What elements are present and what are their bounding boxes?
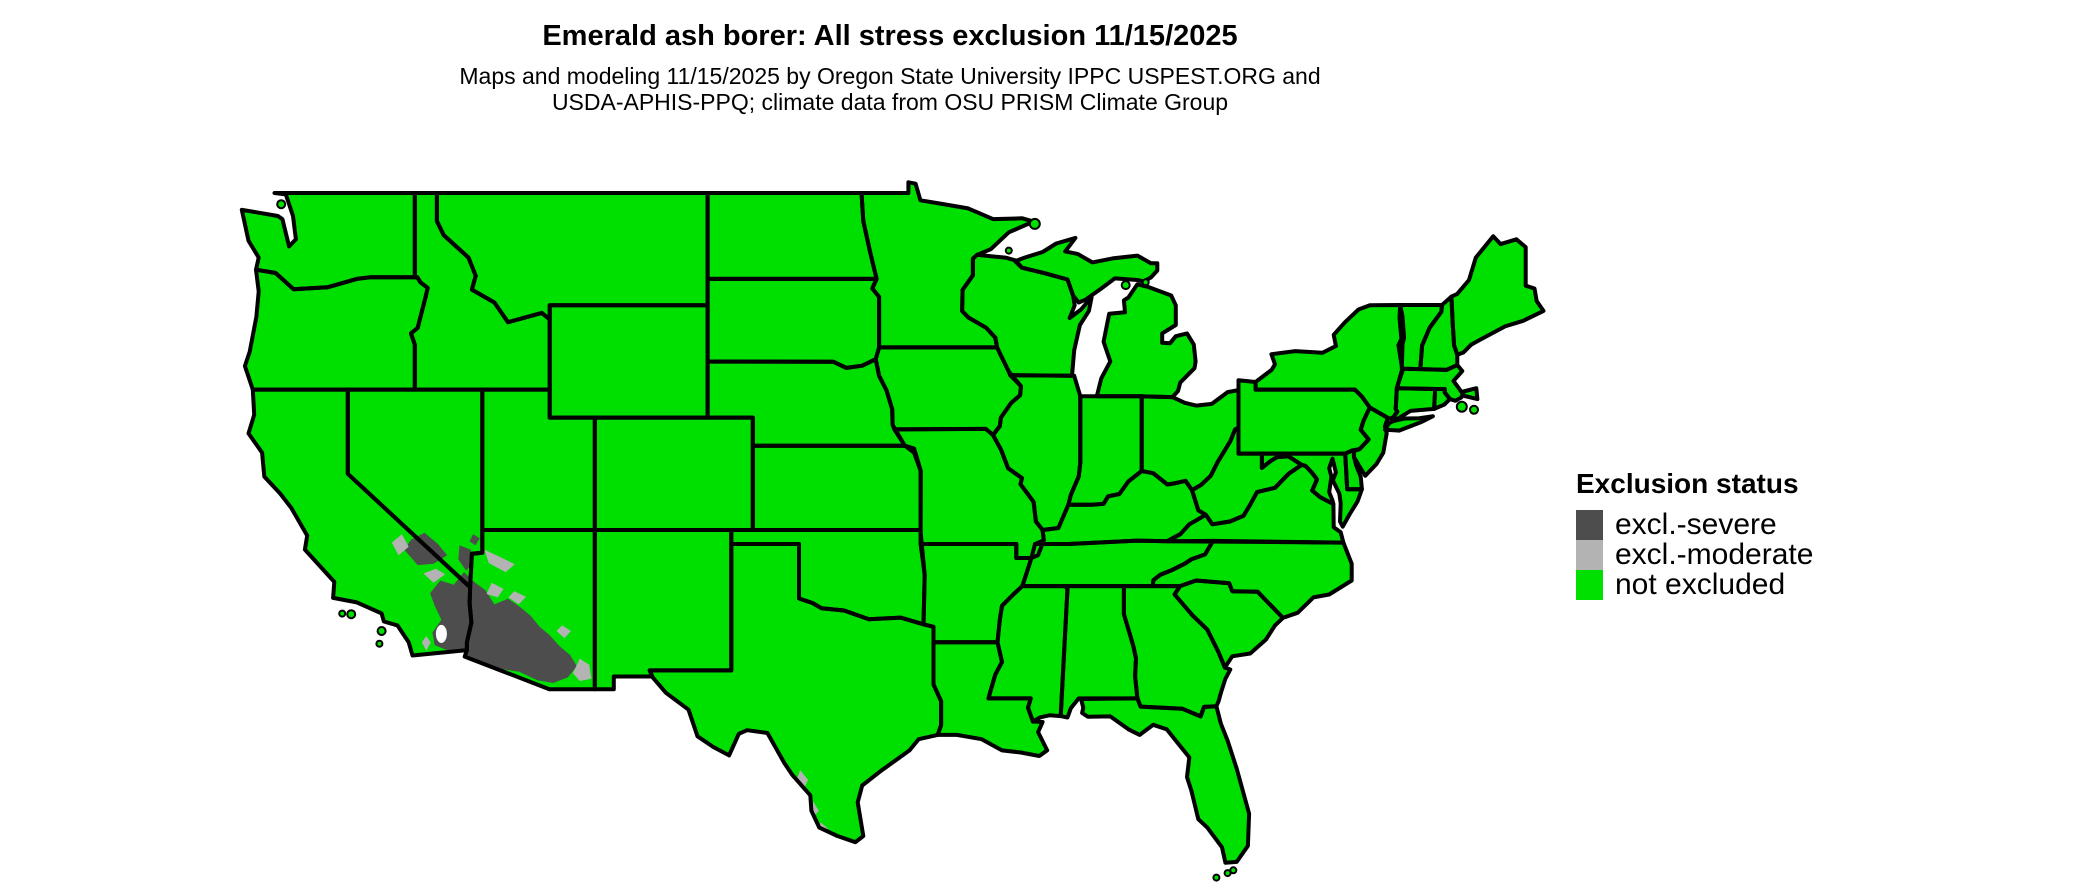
legend-item-severe: excl.-severe [1576,510,1813,540]
exclusion-moderate-region [484,549,515,573]
state-co [594,417,753,530]
state-wi [962,254,1092,376]
state-wv [1192,427,1302,525]
exclusion-moderate-region [423,568,446,583]
legend-label-not-excluded: not excluded [1615,568,1786,601]
islands [276,199,1479,882]
state-borders [239,180,1546,865]
legend-item-not-excluded: not excluded [1576,570,1813,600]
state-wa [241,193,415,290]
island [1469,404,1479,415]
legend-item-moderate: excl.-moderate [1576,540,1813,570]
state-ut [482,389,595,530]
page-subtitle: Maps and modeling 11/15/2025 by Oregon S… [290,63,1490,115]
exclusion-moderate-region [572,658,592,681]
state-id [411,193,550,390]
island [1120,280,1131,291]
state-ny [1255,305,1403,419]
state-ga [1123,586,1231,717]
exclusion-moderate-region [556,625,572,639]
legend: Exclusion status excl.-severe excl.-mode… [1576,468,1813,600]
exclusion-moderate-region [486,582,504,598]
state-pa [1238,380,1370,454]
state-ky [1035,471,1206,544]
state-ms [988,586,1068,722]
state-sc [1174,580,1283,668]
salton-sea [435,624,447,643]
state-tn [1022,540,1213,587]
state-in [1068,396,1142,505]
page-title: Emerald ash borer: All stress exclusion … [542,20,1238,52]
state-mo [894,428,1044,558]
state-nc [1152,540,1352,618]
state-ks [752,445,921,530]
exclusion-moderate-region [796,770,808,791]
island [338,609,347,618]
island [1455,400,1468,413]
island [1004,246,1013,255]
legend-title: Exclusion status [1576,468,1799,499]
legend-swatch-moderate [1576,540,1603,570]
state-fl [1081,698,1250,863]
exclusion-moderate-region [421,636,431,651]
state-wy [549,305,708,418]
state-ct [1393,388,1436,419]
state-nh [1420,296,1458,370]
state-ri [1434,389,1450,409]
state-ne [707,359,905,446]
subtitle-line-1: Maps and modeling 11/15/2025 by Oregon S… [459,63,1321,89]
island [375,639,384,648]
exclusion-moderate-region [391,534,409,556]
island [276,199,287,210]
exclusion-moderate-region [508,591,526,605]
island [1212,873,1221,882]
state-ok [731,530,925,625]
state-mn [861,182,1034,348]
subtitle-line-2: USDA-APHIS-PPQ; climate data from OSU PR… [551,89,1229,115]
state-vt [1400,305,1442,370]
exclusion-severe-region [469,534,480,546]
legend-label-severe: excl.-severe [1615,508,1777,541]
state-me [1451,236,1544,355]
state-fills [241,182,1544,863]
island [1141,278,1150,287]
state-sd [707,278,880,368]
state-nd [707,193,877,279]
state-ia [875,347,1021,435]
state-de [1345,450,1362,490]
island [1028,217,1041,230]
island [346,609,357,620]
legend-label-moderate: excl.-moderate [1615,538,1814,571]
state-mt [436,193,708,323]
state-mi [1096,284,1196,398]
state-il [993,375,1081,530]
state-nm [594,530,732,690]
legend-swatch-not-excluded [1576,570,1603,600]
island [1229,866,1238,875]
state-ca [248,389,472,656]
state-miup [1015,237,1158,303]
state-or [244,269,428,390]
state-nv [347,389,483,587]
legend-swatch-severe [1576,510,1603,540]
state-ar [920,544,1032,643]
state-tx [649,544,942,843]
state-al [1060,586,1138,718]
island [376,626,387,636]
